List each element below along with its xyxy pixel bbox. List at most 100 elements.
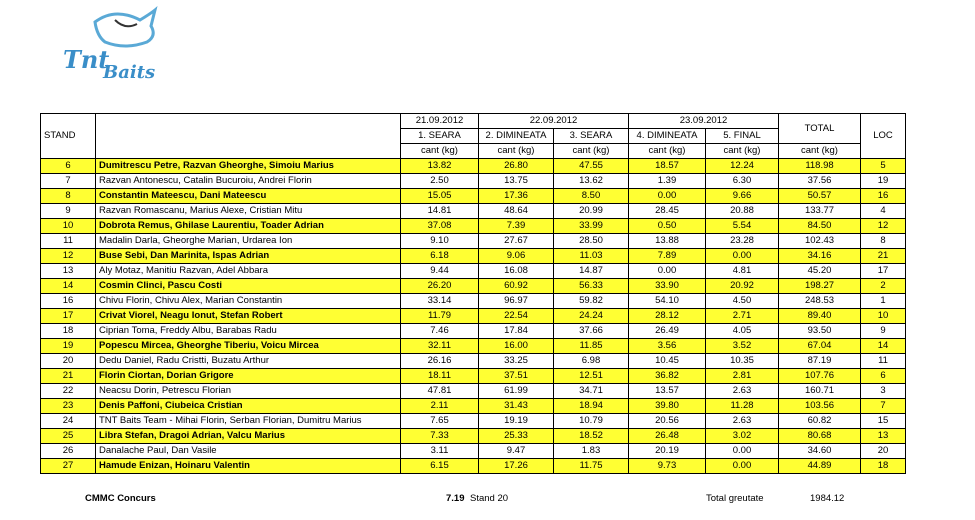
- cell: 18: [860, 458, 906, 474]
- header-unit: cant (kg): [628, 143, 706, 159]
- cell: 20.92: [705, 278, 779, 294]
- cell: 26.48: [628, 428, 706, 444]
- cell: 11: [860, 353, 906, 369]
- footer-event: CMMC Concurs: [85, 493, 156, 504]
- result-row: 14 Cosmin Clinci, Pascu Costi 26.20 60.92 56…: [40, 278, 906, 294]
- team-name: Ciprian Toma, Freddy Albu, Barabas Radu: [95, 323, 401, 339]
- cell: 4.50: [705, 293, 779, 309]
- footer-best-stand: Stand 20: [470, 493, 509, 504]
- cell: 14: [860, 338, 906, 354]
- result-row: 18 Ciprian Toma, Freddy Albu, Barabas Rad…: [40, 323, 906, 339]
- cell: 37.66: [553, 323, 629, 339]
- stand: 6: [40, 158, 96, 174]
- cell: 96.97: [478, 293, 554, 309]
- stand: 25: [40, 428, 96, 444]
- result-row: 8 Constantin Mateescu, Dani Mateescu 15.05…: [40, 188, 906, 204]
- cell: 23.28: [705, 233, 779, 249]
- cell: 28.45: [628, 203, 706, 219]
- cell: 5: [860, 158, 906, 174]
- cell: 4.81: [705, 263, 779, 279]
- result-row: 20 Dedu Daniel, Radu Cristti, Buzatu Arth…: [40, 353, 906, 369]
- result-row: 10 Dobrota Remus, Ghilase Laurentiu, Toad…: [40, 218, 906, 234]
- cell: 5.54: [705, 218, 779, 234]
- cell: 32.11: [400, 338, 479, 354]
- header-cell: STAND: [40, 113, 96, 159]
- team-name: Popescu Mircea, Gheorghe Tiberiu, Voicu …: [95, 338, 401, 354]
- cell: 36.82: [628, 368, 706, 384]
- cell: 133.77: [778, 203, 861, 219]
- cell: 13.82: [400, 158, 479, 174]
- team-name: Florin Ciortan, Dorian Grigore: [95, 368, 401, 384]
- cell: 0.00: [628, 188, 706, 204]
- header-round: 2. DIMINEATA: [478, 128, 554, 144]
- stand: 11: [40, 233, 96, 249]
- result-row: 7 Razvan Antonescu, Catalin Bucuroiu, And…: [40, 173, 906, 189]
- cell: 18.94: [553, 398, 629, 414]
- cell: 45.20: [778, 263, 861, 279]
- cell: 26.16: [400, 353, 479, 369]
- stand: 8: [40, 188, 96, 204]
- cell: 10.45: [628, 353, 706, 369]
- cell: 44.89: [778, 458, 861, 474]
- cell: 2.63: [705, 413, 779, 429]
- cell: 11.75: [553, 458, 629, 474]
- cell: 1.83: [553, 443, 629, 459]
- cell: 13.57: [628, 383, 706, 399]
- cell: 9.44: [400, 263, 479, 279]
- header-round: 5. FINAL: [705, 128, 779, 144]
- cell: 8.50: [553, 188, 629, 204]
- cell: 3.02: [705, 428, 779, 444]
- cell: 7.33: [400, 428, 479, 444]
- header-round: 1. SEARA: [400, 128, 479, 144]
- cell: 84.50: [778, 218, 861, 234]
- cell: 7.46: [400, 323, 479, 339]
- result-row: 13 Aly Motaz, Manitiu Razvan, Adel Abbara…: [40, 263, 906, 279]
- results-table: STAND 21.09.2012 22.09.2012 23.09.2012 TOTAL…: [40, 113, 906, 474]
- cell: 9: [860, 323, 906, 339]
- logo: Tnt Baits: [63, 6, 158, 82]
- cell: 12.51: [553, 368, 629, 384]
- result-row: 12 Buse Sebi, Dan Marinita, Ispas Adrian 6…: [40, 248, 906, 264]
- cell: 7.89: [628, 248, 706, 264]
- logo-word: Tnt: [63, 45, 109, 74]
- cell: 0.00: [705, 458, 779, 474]
- cell: 34.60: [778, 443, 861, 459]
- cell: 3.11: [400, 443, 479, 459]
- cell: 47.81: [400, 383, 479, 399]
- cell: 28.12: [628, 308, 706, 324]
- cell: 87.19: [778, 353, 861, 369]
- cell: 61.99: [478, 383, 554, 399]
- cell: 37.08: [400, 218, 479, 234]
- cell: 11.28: [705, 398, 779, 414]
- cell: 19: [860, 173, 906, 189]
- stand: 7: [40, 173, 96, 189]
- header-date: 21.09.2012: [400, 113, 479, 129]
- result-row: 21 Florin Ciortan, Dorian Grigore 18.11 37.…: [40, 368, 906, 384]
- stand: 14: [40, 278, 96, 294]
- cell: 160.71: [778, 383, 861, 399]
- cell: 47.55: [553, 158, 629, 174]
- cell: 13.62: [553, 173, 629, 189]
- cell: 9.66: [705, 188, 779, 204]
- cell: 12: [860, 218, 906, 234]
- cell: 67.04: [778, 338, 861, 354]
- cell: 6.98: [553, 353, 629, 369]
- result-row: 11 Madalin Darla, Gheorghe Marian, Urdare…: [40, 233, 906, 249]
- cell: 13: [860, 428, 906, 444]
- cell: 17.26: [478, 458, 554, 474]
- team-name: Aly Motaz, Manitiu Razvan, Adel Abbara: [95, 263, 401, 279]
- cell: 9.10: [400, 233, 479, 249]
- cell: 2.81: [705, 368, 779, 384]
- cell: 10.79: [553, 413, 629, 429]
- cell: 17: [860, 263, 906, 279]
- cell: 11.03: [553, 248, 629, 264]
- logo-fish: [93, 6, 158, 48]
- cell: 9.47: [478, 443, 554, 459]
- stand: 22: [40, 383, 96, 399]
- cell: 20.99: [553, 203, 629, 219]
- team-name: Hamude Enizan, Hoinaru Valentin: [95, 458, 401, 474]
- cell: 11.85: [553, 338, 629, 354]
- cell: 25.33: [478, 428, 554, 444]
- team-name: Crivat Viorel, Neagu Ionut, Stefan Rober…: [95, 308, 401, 324]
- header-unit: cant (kg): [478, 143, 554, 159]
